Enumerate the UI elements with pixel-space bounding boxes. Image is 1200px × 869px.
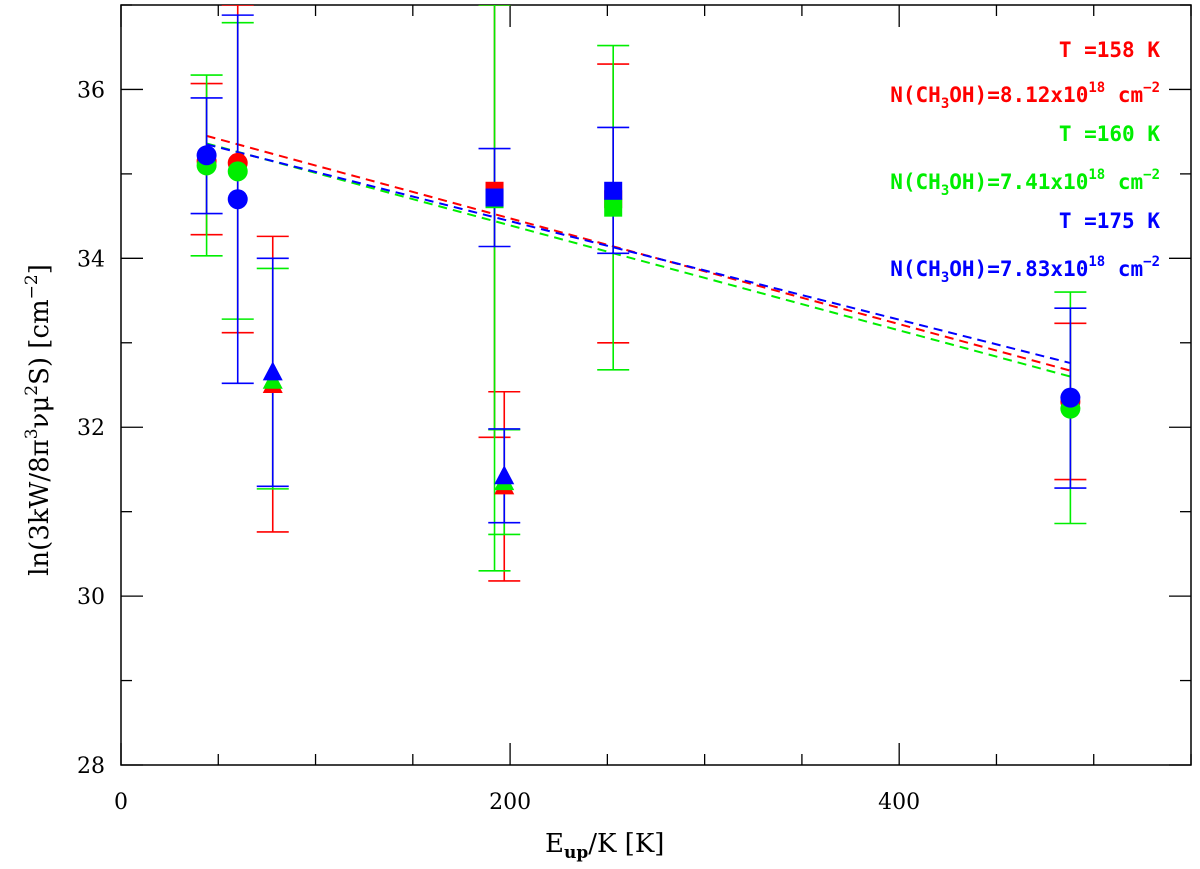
- x-axis-title-main: E: [545, 829, 564, 859]
- legend-cd1-sub: 3: [941, 96, 949, 112]
- fit-lines: [206, 134, 1071, 378]
- marker-square-series-2: [604, 198, 623, 217]
- y-axis-title-pre: ln(3kW/8π: [25, 439, 55, 576]
- x-axis-title-rest: /K [K]: [588, 829, 664, 859]
- legend-cd2-sub: 3: [941, 183, 949, 199]
- y-axis-title-close: ]: [25, 264, 55, 274]
- y-tick-label: 28: [77, 754, 105, 779]
- legend-column-density-1: N(CH3OH)=8.12x1018 cm−2: [890, 80, 1160, 112]
- y-axis-title-mid: νμ: [25, 396, 55, 429]
- x-tick-label: 400: [878, 790, 920, 815]
- legend-cd1-unit: cm: [1105, 83, 1143, 107]
- y-tick-label: 32: [77, 416, 105, 441]
- legend-cd1-sup: 18: [1088, 80, 1105, 96]
- legend-cd3-unit-sup: −2: [1143, 254, 1160, 270]
- y-tick-label: 36: [77, 78, 105, 103]
- legend-cd3-unit: cm: [1105, 257, 1143, 281]
- marker-square-series-3: [604, 181, 623, 200]
- y-axis-title: ln(3kW/8π3νμ2S) [cm−2]: [22, 264, 55, 576]
- legend-cd3-mid: OH)=7.83x10: [949, 257, 1088, 281]
- x-tick-label: 0: [114, 790, 128, 815]
- legend-temp-3: T =175 K: [1059, 209, 1161, 233]
- plot-frame: [120, 4, 1192, 766]
- legend-cd1-unit-sup: −2: [1143, 80, 1160, 96]
- y-tick-label: 30: [77, 585, 105, 610]
- y-axis-title-sup2: 2: [22, 385, 42, 396]
- fit-line-series-3: [206, 143, 1071, 365]
- legend-cd1-mid: OH)=8.12x10: [949, 83, 1088, 107]
- y-axis-title-sup3: −2: [22, 274, 42, 299]
- marker-triangle-series-3: [262, 361, 283, 381]
- y-tick-label: 34: [77, 247, 105, 272]
- y-axis-title-sup1: 3: [22, 428, 42, 439]
- legend-temp-1: T =158 K: [1059, 38, 1161, 62]
- x-tick-label: 200: [489, 790, 531, 815]
- marker-circle-series-2: [227, 161, 248, 182]
- legend-cd3-sup: 18: [1088, 254, 1105, 270]
- legend-cd2-sup: 18: [1088, 167, 1105, 183]
- marker-square-series-3: [485, 188, 504, 207]
- legend-column-density-2: N(CH3OH)=7.41x1018 cm−2: [890, 167, 1160, 199]
- legend-cd1-pre: N(CH: [890, 83, 941, 107]
- y-axis-title-post: S) [cm: [25, 299, 55, 385]
- legend-cd3-sub: 3: [941, 270, 949, 286]
- legend-temp-2: T =160 K: [1059, 122, 1161, 146]
- legend-cd2-unit: cm: [1105, 170, 1143, 194]
- marker-circle-series-3: [227, 189, 248, 210]
- marker-circle-series-3: [1060, 387, 1081, 408]
- legend-cd2-pre: N(CH: [890, 170, 941, 194]
- x-axis-title: Eup/K [K]: [545, 829, 664, 863]
- x-axis-title-sub: up: [564, 843, 588, 863]
- marker-circle-series-3: [196, 145, 217, 166]
- legend-cd2-unit-sup: −2: [1143, 167, 1160, 183]
- axis-tick-labels: 0 200 400 28 30 32 34 36: [77, 78, 920, 815]
- data-markers: [196, 145, 1081, 495]
- legend-cd3-pre: N(CH: [890, 257, 941, 281]
- legend-column-density-3: N(CH3OH)=7.83x1018 cm−2: [890, 254, 1160, 286]
- legend: T =158 K N(CH3OH)=8.12x1018 cm−2 T =160 …: [890, 38, 1160, 286]
- legend-cd2-mid: OH)=7.41x10: [949, 170, 1088, 194]
- axis-ticks: [120, 4, 1192, 766]
- marker-triangle-series-3: [494, 465, 515, 485]
